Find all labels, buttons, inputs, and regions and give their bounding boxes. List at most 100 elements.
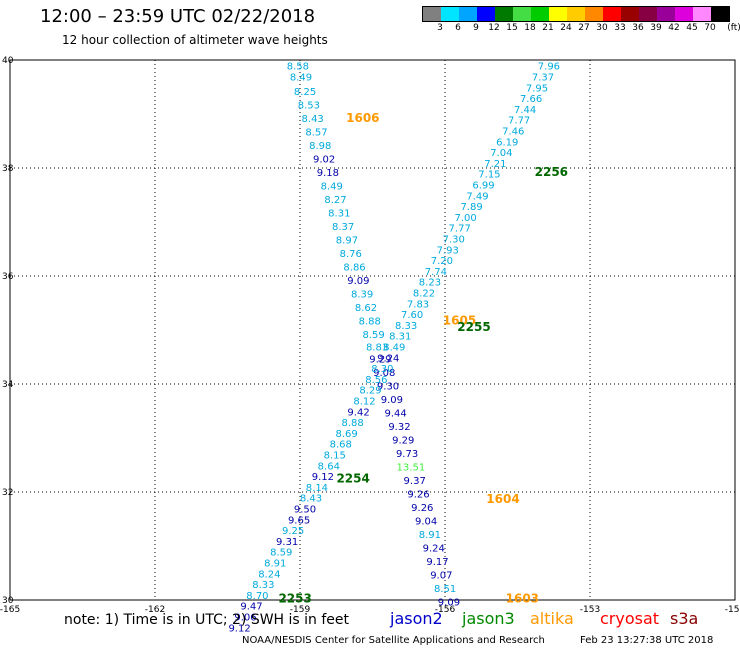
satellite-name: cryosat [600, 609, 660, 628]
wave-height-value: 8.23 [419, 278, 441, 289]
wave-height-value: 8.91 [264, 559, 286, 570]
legend-swatch [549, 7, 567, 21]
wave-height-value: 8.49 [321, 182, 343, 193]
wave-height-value: 7.44 [514, 105, 536, 116]
legend-label: (ft) [727, 23, 740, 33]
lon-tick-label: -150 [725, 605, 740, 615]
wave-height-value: 8.69 [336, 429, 358, 440]
wave-height-value: 9.26 [407, 489, 429, 500]
wave-height-value: 8.51 [434, 584, 456, 595]
wave-height-value: 9.26 [411, 503, 433, 514]
lat-tick-label: 30 [2, 596, 14, 606]
wave-height-value: 9.37 [404, 476, 426, 487]
pass-time-label: 2254 [336, 471, 369, 485]
legend-swatch [513, 7, 531, 21]
wave-height-value: 6.99 [472, 181, 494, 192]
wave-height-value: 9.50 [294, 505, 316, 516]
lon-tick-label: -153 [580, 605, 600, 615]
wave-height-value: 6.19 [496, 137, 518, 148]
wave-height-value: 8.53 [298, 101, 320, 112]
lon-tick-label: -162 [145, 605, 165, 615]
wave-height-value: 9.24 [377, 353, 399, 364]
legend-label: 42 [668, 23, 680, 33]
wave-height-value: 8.70 [246, 591, 268, 602]
lon-tick-label: -165 [0, 605, 20, 615]
legend-swatch [531, 7, 549, 21]
lat-tick-label: 34 [2, 380, 14, 390]
legend-swatch [603, 7, 621, 21]
wave-height-value: 8.33 [395, 321, 417, 332]
wave-height-value: 8.68 [330, 440, 352, 451]
legend-swatch [675, 7, 693, 21]
wave-height-value: 8.56 [365, 375, 387, 386]
wave-height-value: 9.09 [381, 395, 403, 406]
pass-time-label: 2256 [535, 165, 568, 179]
wave-height-value: 8.83 [366, 343, 388, 354]
legend-swatch [711, 7, 729, 21]
lat-tick-label: 38 [2, 164, 14, 174]
satellite-name: s3a [670, 609, 699, 628]
wave-height-value: 7.20 [431, 256, 453, 267]
pass-time-label: 2255 [457, 320, 490, 334]
map-title: 12:00 – 23:59 UTC 02/22/2018 [40, 6, 316, 27]
wave-height-value: 9.12 [228, 623, 250, 634]
wave-height-value: 9.30 [377, 381, 399, 392]
generation-timestamp: Feb 23 13:27:38 UTC 2018 [580, 635, 714, 646]
wave-height-value: 8.25 [294, 87, 316, 98]
color-scale-labels: 3 6 9 12 15 18 21 24 27 30 33 36 39 42 45 70 (ft) [422, 23, 740, 35]
wave-height-value: 8.91 [419, 530, 441, 541]
pass-time-label: 2253 [278, 592, 311, 606]
legend-swatch [495, 7, 513, 21]
legend-label: 6 [455, 23, 461, 33]
wave-height-value: 9.42 [347, 407, 369, 418]
wave-height-value: 8.33 [252, 580, 274, 591]
satellite-name: jason2 [390, 609, 443, 628]
wave-height-value: 8.97 [336, 236, 358, 247]
legend-label: 3 [437, 23, 443, 33]
wave-height-value: 9.09 [347, 276, 369, 287]
wave-height-value: 7.30 [443, 235, 465, 246]
wave-height-value: 8.14 [306, 483, 328, 494]
wave-height-value: 8.59 [270, 548, 292, 559]
wave-height-value: 8.15 [324, 451, 346, 462]
wave-height-value: 7.00 [455, 213, 477, 224]
wave-height-value: 7.95 [526, 83, 548, 94]
pass-time-label: 1605 [443, 314, 476, 328]
lon-tick-label: -159 [290, 605, 311, 615]
wave-height-value: 7.96 [538, 62, 560, 73]
legend-swatch [639, 7, 657, 21]
legend-label: 45 [686, 23, 698, 33]
legend-swatch [459, 7, 477, 21]
wave-height-value: 7.04 [490, 148, 512, 159]
legend-label: 18 [524, 23, 536, 33]
legend-label: 27 [578, 23, 590, 33]
legend-swatch [621, 7, 639, 21]
wave-height-value: 7.21 [484, 159, 506, 170]
wave-height-value: 7.15 [478, 170, 500, 181]
lat-tick-label: 36 [2, 272, 14, 282]
wave-height-value: 8.49 [383, 343, 405, 354]
wave-height-value: 8.86 [343, 263, 365, 274]
legend-swatch [477, 7, 495, 21]
wave-height-value: 8.57 [305, 128, 327, 139]
wave-height-value: 7.89 [460, 202, 482, 213]
wave-height-value: 7.83 [407, 299, 429, 310]
legend-label: 36 [632, 23, 644, 33]
wave-height-value: 8.12 [353, 397, 375, 408]
legend-swatch [657, 7, 675, 21]
wave-height-value: 8.43 [302, 114, 324, 125]
wave-height-value: 9.02 [313, 155, 335, 166]
satellite-name: altika [530, 609, 574, 628]
wave-height-value: 7.66 [520, 94, 542, 105]
wave-height-value: 8.62 [355, 303, 377, 314]
legend-label: 30 [596, 23, 608, 33]
wave-height-value: 8.98 [309, 141, 331, 152]
wave-height-value: 7.77 [508, 116, 530, 127]
wave-height-value: 9.04 [415, 516, 437, 527]
legend-label: 12 [488, 23, 500, 33]
wave-height-value: 9.06 [234, 613, 256, 624]
color-scale-legend [422, 6, 730, 22]
wave-height-value: 8.59 [362, 330, 384, 341]
credit-footer: NOAA/NESDIS Center for Satellite Applica… [242, 635, 545, 646]
